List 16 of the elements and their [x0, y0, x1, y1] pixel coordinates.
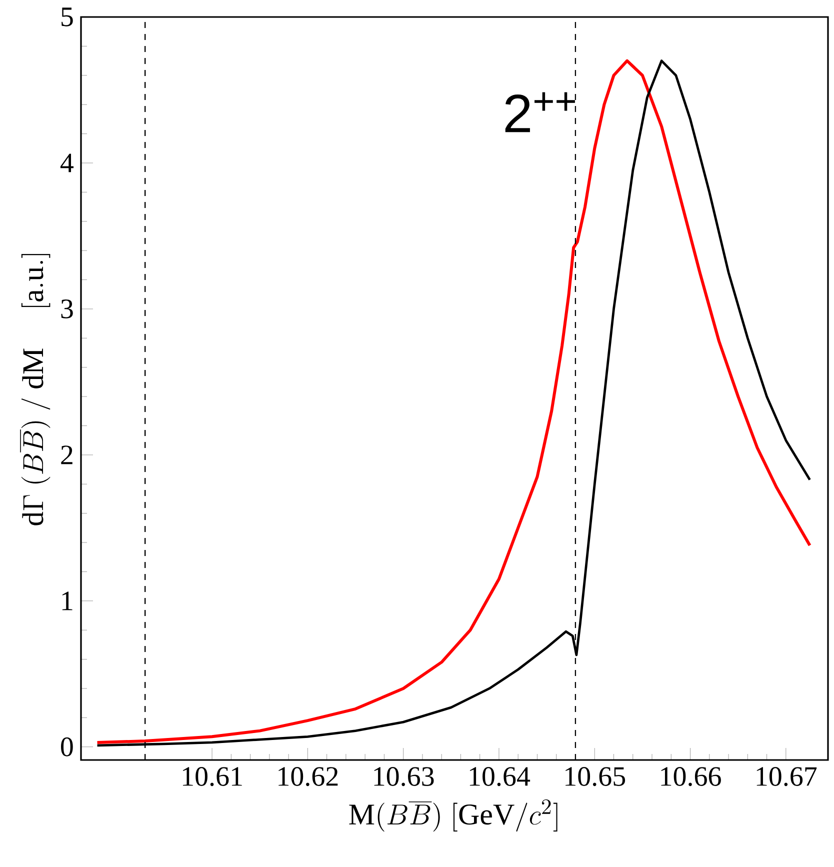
y-tick-label: 2 [61, 446, 72, 464]
x-tick-label: 10.65 [566, 767, 626, 786]
annotation: 2$^{++}$ [505, 92, 575, 132]
y-tick-label: 0 [61, 737, 73, 756]
y-tick-label: 3 [61, 300, 73, 318]
x-tick-label: 10.66 [661, 767, 721, 786]
x-tick-label: 10.64 [470, 767, 530, 786]
x-tick-label: 10.61 [182, 767, 242, 786]
y-tick-label: 4 [60, 154, 74, 172]
x-tick-label: 10.63 [374, 767, 434, 786]
x-tick-label: 10.67 [756, 767, 817, 786]
x-tick-label: 10.62 [278, 767, 338, 786]
y-tick-label: 1 [62, 592, 72, 610]
y-tick-label: 5 [62, 8, 73, 26]
x-axis-title: $\mathrm{M}(B\overline{B})\ [\mathrm{GeV}/c^2]$ [349, 799, 558, 832]
y-axis-title: $\mathrm{d}\Gamma\ (B\overline{B})\ /\ \mathrm{dM}\quad\ [\mathrm{a.u.}]$ [20, 254, 50, 526]
